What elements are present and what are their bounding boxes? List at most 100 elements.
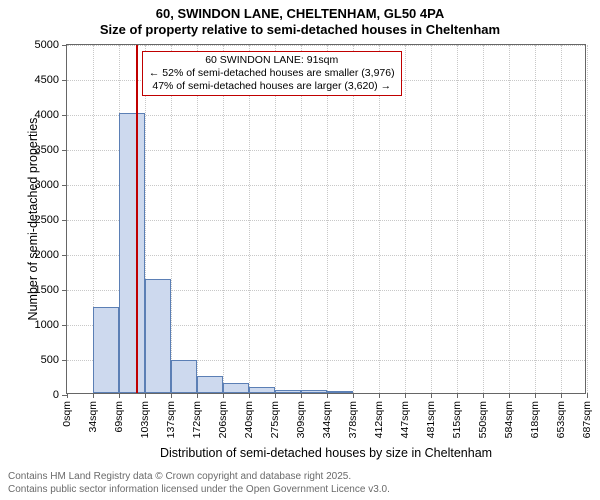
xtick-mark — [431, 393, 432, 398]
ytick-label: 4000 — [35, 109, 59, 121]
chart-title: 60, SWINDON LANE, CHELTENHAM, GL50 4PA S… — [0, 0, 600, 37]
ytick-label: 2000 — [35, 249, 59, 261]
ytick-label: 4500 — [35, 74, 59, 86]
gridline-v — [171, 45, 172, 393]
xtick-mark — [171, 393, 172, 398]
chart-container: 60, SWINDON LANE, CHELTENHAM, GL50 4PA S… — [0, 0, 600, 500]
gridline-v — [327, 45, 328, 393]
histogram-bar — [275, 390, 301, 394]
xtick-mark — [197, 393, 198, 398]
xtick-label: 618sqm — [529, 401, 541, 438]
histogram-bar — [301, 390, 327, 393]
annotation-box: 60 SWINDON LANE: 91sqm← 52% of semi-deta… — [142, 51, 402, 96]
xtick-label: 172sqm — [191, 401, 203, 438]
histogram-bar — [223, 383, 249, 394]
histogram-bar — [93, 307, 119, 393]
xtick-label: 344sqm — [321, 401, 333, 438]
gridline-v — [587, 45, 588, 393]
gridline-v — [353, 45, 354, 393]
gridline-v — [483, 45, 484, 393]
gridline-v — [561, 45, 562, 393]
xtick-label: 481sqm — [425, 401, 437, 438]
footer-line2: Contains public sector information licen… — [8, 484, 390, 497]
xtick-label: 687sqm — [581, 401, 593, 438]
footer-attribution: Contains HM Land Registry data © Crown c… — [8, 471, 390, 496]
ytick-mark — [62, 80, 67, 81]
xtick-label: 0sqm — [61, 401, 73, 427]
title-line1: 60, SWINDON LANE, CHELTENHAM, GL50 4PA — [0, 6, 600, 22]
title-line2: Size of property relative to semi-detach… — [0, 22, 600, 38]
xtick-mark — [483, 393, 484, 398]
xtick-mark — [379, 393, 380, 398]
x-axis-title: Distribution of semi-detached houses by … — [66, 446, 586, 460]
xtick-mark — [405, 393, 406, 398]
xtick-mark — [561, 393, 562, 398]
xtick-label: 206sqm — [217, 401, 229, 438]
ytick-mark — [62, 220, 67, 221]
footer-line1: Contains HM Land Registry data © Crown c… — [8, 471, 390, 484]
gridline-v — [275, 45, 276, 393]
ytick-mark — [62, 115, 67, 116]
ytick-label: 500 — [41, 354, 59, 366]
annotation-line1: 60 SWINDON LANE: 91sqm — [149, 54, 395, 67]
annotation-line2: ← 52% of semi-detached houses are smalle… — [149, 67, 395, 80]
xtick-mark — [535, 393, 536, 398]
xtick-label: 447sqm — [399, 401, 411, 438]
xtick-mark — [119, 393, 120, 398]
gridline-v — [509, 45, 510, 393]
xtick-mark — [275, 393, 276, 398]
ytick-label: 3000 — [35, 179, 59, 191]
xtick-label: 309sqm — [295, 401, 307, 438]
ytick-mark — [62, 255, 67, 256]
xtick-mark — [587, 393, 588, 398]
gridline-v — [457, 45, 458, 393]
plot-area: 0500100015002000250030003500400045005000… — [66, 44, 586, 394]
gridline-v — [431, 45, 432, 393]
gridline-v — [535, 45, 536, 393]
histogram-bar — [249, 387, 275, 393]
gridline-v — [405, 45, 406, 393]
histogram-bar — [119, 113, 145, 393]
xtick-label: 137sqm — [165, 401, 177, 438]
gridline-v — [379, 45, 380, 393]
ytick-mark — [62, 185, 67, 186]
ytick-label: 2500 — [35, 214, 59, 226]
gridline-v — [197, 45, 198, 393]
annotation-line3: 47% of semi-detached houses are larger (… — [149, 80, 395, 93]
ytick-label: 1000 — [35, 319, 59, 331]
xtick-label: 103sqm — [139, 401, 151, 438]
xtick-mark — [327, 393, 328, 398]
ytick-mark — [62, 360, 67, 361]
gridline-v — [249, 45, 250, 393]
ytick-label: 0 — [53, 389, 59, 401]
xtick-mark — [457, 393, 458, 398]
xtick-label: 240sqm — [243, 401, 255, 438]
ytick-mark — [62, 150, 67, 151]
gridline-v — [301, 45, 302, 393]
xtick-mark — [223, 393, 224, 398]
xtick-label: 69sqm — [113, 401, 125, 433]
xtick-label: 275sqm — [269, 401, 281, 438]
xtick-mark — [301, 393, 302, 398]
xtick-label: 412sqm — [373, 401, 385, 438]
ytick-mark — [62, 45, 67, 46]
xtick-mark — [145, 393, 146, 398]
xtick-mark — [353, 393, 354, 398]
property-marker-line — [136, 45, 138, 393]
histogram-bar — [197, 376, 223, 394]
xtick-mark — [67, 393, 68, 398]
xtick-mark — [249, 393, 250, 398]
xtick-label: 550sqm — [477, 401, 489, 438]
ytick-label: 5000 — [35, 39, 59, 51]
xtick-mark — [93, 393, 94, 398]
histogram-bar — [171, 360, 197, 393]
xtick-label: 515sqm — [451, 401, 463, 438]
histogram-bar — [327, 391, 353, 393]
xtick-label: 584sqm — [503, 401, 515, 438]
xtick-mark — [509, 393, 510, 398]
ytick-mark — [62, 290, 67, 291]
xtick-label: 34sqm — [87, 401, 99, 433]
ytick-mark — [62, 325, 67, 326]
ytick-label: 1500 — [35, 284, 59, 296]
xtick-label: 653sqm — [555, 401, 567, 438]
